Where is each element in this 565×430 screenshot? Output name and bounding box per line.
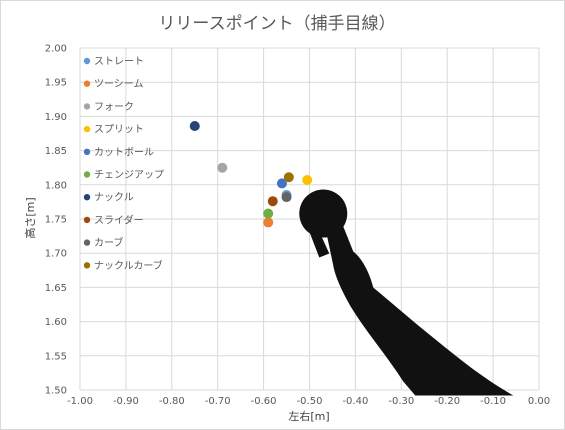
chart-title: リリースポイント（捕手目線）	[158, 14, 395, 34]
point-ツーシーム	[263, 217, 274, 228]
pitcher-arm-silhouette	[299, 189, 514, 396]
point-カットボール	[276, 178, 287, 189]
point-スプリット	[302, 175, 313, 186]
y-tick-label: 1.90	[45, 112, 67, 123]
point-スライダー	[267, 196, 278, 207]
y-tick-label: 1.50	[45, 386, 67, 397]
finger-shape	[309, 231, 330, 258]
legend-marker	[83, 57, 91, 65]
point-フォーク	[217, 162, 228, 173]
y-tick-label: 1.75	[45, 215, 67, 226]
arm-group	[299, 189, 514, 396]
y-tick-label: 1.60	[45, 317, 67, 328]
y-tick-label: 2.00	[45, 44, 67, 55]
x-tick-labels: -1.00 -0.90 -0.80 -0.70 -0.60 -0.50 -0.40 -0.30…	[67, 396, 550, 407]
legend-label: カーブ	[94, 236, 123, 249]
legend-label: スプリット	[94, 124, 144, 136]
point-カーブ	[281, 192, 292, 203]
legend-marker	[83, 125, 91, 133]
x-tick-label: -0.30	[388, 396, 414, 407]
legend-marker	[83, 103, 91, 110]
x-tick-label: -0.80	[159, 396, 185, 407]
legend-marker	[83, 148, 91, 155]
x-tick-label: -0.70	[205, 396, 231, 407]
legend-label: ストレート	[94, 57, 144, 68]
y-tick-label: 1.65	[45, 283, 67, 294]
y-tick-label: 1.80	[45, 180, 67, 191]
data-points	[189, 120, 313, 228]
y-tick-label: 1.85	[45, 146, 67, 157]
legend: ストレートツーシームフォークスプリットカットボールチェンジアップナックルスライダ…	[83, 57, 164, 272]
x-tick-label: -0.40	[342, 396, 368, 407]
legend-label: ナックルカーブ	[94, 259, 163, 272]
legend-marker	[83, 194, 91, 201]
legend-marker	[83, 80, 91, 87]
ball-shape	[299, 189, 348, 238]
legend-label: フォーク	[94, 101, 134, 113]
x-tick-label: -0.60	[251, 396, 277, 407]
x-tick-label: -1.00	[67, 396, 93, 407]
x-tick-label: -0.50	[297, 396, 323, 407]
y-tick-label: 1.55	[45, 351, 67, 362]
y-axis-label: 高さ[m]	[23, 197, 37, 238]
point-ナックル	[189, 120, 200, 131]
legend-marker	[83, 239, 91, 246]
y-tick-label: 1.95	[45, 78, 67, 89]
x-tick-label: -0.20	[434, 396, 460, 407]
x-tick-label: 0.00	[528, 396, 550, 407]
legend-label: チェンジアップ	[94, 169, 164, 181]
forearm-shape	[325, 221, 514, 396]
legend-label: カットボール	[94, 146, 154, 158]
legend-label: スライダー	[94, 213, 144, 226]
x-tick-label: -0.10	[480, 396, 506, 407]
y-tick-labels: 2.00 1.95 1.90 1.85 1.80 1.75 1.70 1.65 1.60 1.55…	[45, 44, 67, 397]
legend-label: ツーシーム	[94, 78, 144, 90]
legend-marker	[83, 171, 91, 178]
point-チェンジアップ	[263, 208, 274, 219]
legend-marker	[83, 216, 91, 224]
point-ナックルカーブ	[283, 172, 294, 183]
legend-marker	[83, 262, 91, 269]
legend-label: ナックル	[94, 192, 134, 204]
y-tick-label: 1.70	[45, 249, 67, 260]
grid-lines	[79, 47, 540, 391]
x-axis-label: 左右[m]	[288, 409, 329, 423]
x-tick-label: -0.90	[113, 396, 139, 407]
